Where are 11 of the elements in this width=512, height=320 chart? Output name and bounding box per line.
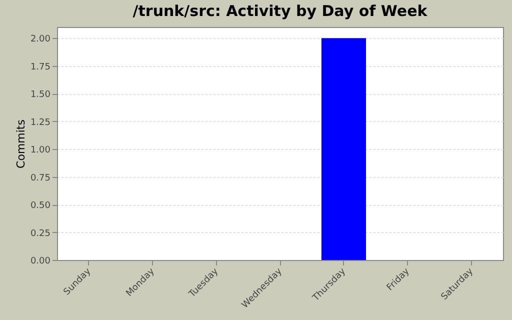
y-tick-label: 2.00: [30, 34, 51, 45]
y-axis-title: Commits: [14, 119, 28, 168]
y-tick-label: 0.50: [30, 201, 51, 212]
y-tick-label: 1.25: [30, 118, 50, 128]
y-tick-label: 0.00: [30, 256, 51, 266]
chart-title: /trunk/src: Activity by Day of Week: [132, 2, 428, 20]
y-tick-label: 1.00: [30, 146, 51, 156]
y-tick-label: 0.75: [30, 173, 50, 184]
y-tick-label: 1.75: [30, 62, 50, 72]
y-tick-label: 0.25: [30, 228, 50, 239]
y-tick-label: 1.50: [30, 90, 51, 100]
